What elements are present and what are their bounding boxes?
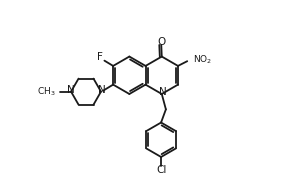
Text: CH$_3$: CH$_3$	[37, 85, 55, 98]
Text: F: F	[97, 52, 103, 62]
Text: O: O	[157, 37, 166, 47]
Text: N: N	[159, 87, 167, 97]
Text: NO$_2$: NO$_2$	[193, 53, 212, 66]
Text: N: N	[67, 85, 74, 95]
Text: Cl: Cl	[156, 164, 166, 175]
Text: N: N	[98, 85, 106, 95]
